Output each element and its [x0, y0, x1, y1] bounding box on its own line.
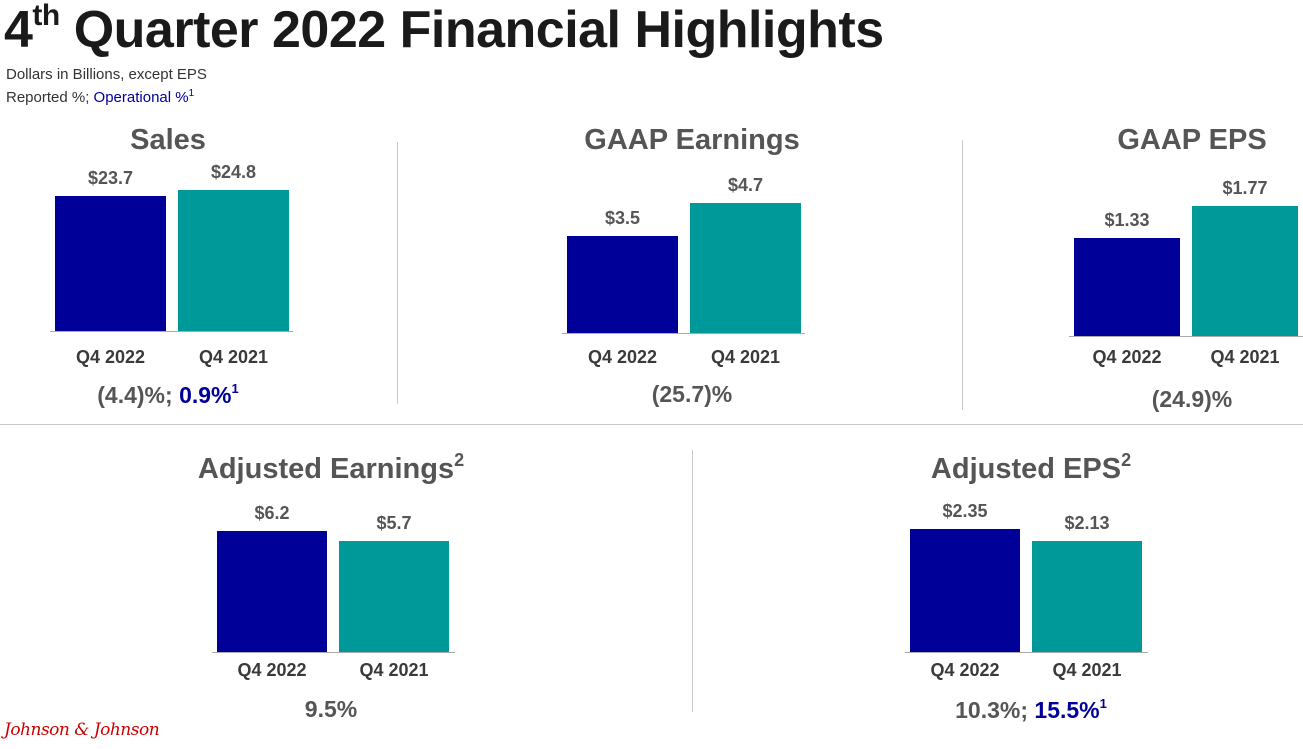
category-label: Q4 2022	[237, 660, 307, 680]
subtitle-legend: Reported %; Operational %1	[6, 88, 195, 106]
data-label: $2.35	[942, 501, 988, 521]
divider-vertical-2	[962, 140, 963, 410]
chart-title: GAAP EPS	[1117, 124, 1266, 157]
page-title: 4th Quarter 2022 Financial Highlights	[4, 0, 884, 59]
bar-q4-2021	[1032, 541, 1142, 652]
category-label: Q4 2022	[587, 347, 658, 367]
change-percent: (25.7)%	[652, 381, 733, 408]
change-percent: (4.4)%; 0.9%1	[97, 381, 238, 409]
reported-change: (4.4)%;	[97, 382, 180, 408]
axis-baseline	[50, 331, 293, 332]
axis-baseline	[1069, 336, 1303, 337]
data-label: $1.77	[1222, 178, 1268, 198]
subtitle-units: Dollars in Billions, except EPS	[6, 66, 207, 83]
chart-title-text: Sales	[130, 124, 206, 156]
chart-title: Adjusted Earnings2	[198, 450, 464, 486]
change-percent: 9.5%	[305, 696, 357, 723]
category-label: Q4 2021	[1210, 347, 1280, 367]
data-label: $6.2	[254, 503, 290, 523]
reported-change: (25.7)%	[651, 381, 733, 407]
bar-q4-2021	[690, 203, 801, 333]
data-label: $1.33	[1104, 210, 1150, 230]
bar-q4-2022	[1074, 238, 1180, 336]
bar-q4-2022	[217, 531, 327, 652]
bar-q4-2021	[178, 190, 289, 331]
chart-title-text: GAAP EPS	[1117, 124, 1267, 156]
bar-q4-2021	[1192, 206, 1298, 336]
bar-q4-2022	[910, 529, 1020, 652]
chart-title-text: Adjusted Earnings	[197, 453, 455, 485]
bar-q4-2021	[339, 541, 449, 652]
chart-title-text: Adjusted EPS	[930, 453, 1122, 485]
reported-change: 9.5%	[304, 696, 358, 722]
bar-q4-2022	[567, 236, 678, 333]
category-label: Q4 2021	[710, 347, 781, 367]
change-footnote: 1	[231, 381, 239, 396]
reported-change: 10.3%;	[955, 697, 1035, 723]
chart-title: Sales	[130, 124, 206, 157]
data-label: $4.7	[727, 175, 764, 195]
data-label: $24.8	[210, 162, 257, 182]
operational-change: 0.9%	[179, 382, 232, 408]
chart-title-footnote: 2	[1121, 450, 1132, 470]
bar-q4-2022	[55, 196, 166, 331]
category-label: Q4 2022	[1092, 347, 1162, 367]
company-logo: Johnson & Johnson	[4, 720, 160, 740]
data-label: $2.13	[1064, 513, 1110, 533]
reported-change: (24.9)%	[1151, 386, 1233, 412]
chart-title-footnote: 2	[454, 450, 465, 470]
data-label: $5.7	[376, 513, 412, 533]
chart-title-text: GAAP Earnings	[584, 124, 800, 156]
axis-baseline	[905, 652, 1148, 653]
divider-vertical-3	[692, 450, 693, 712]
chart-title: Adjusted EPS2	[931, 450, 1131, 486]
divider-vertical-1	[397, 142, 398, 404]
category-label: Q4 2021	[359, 660, 429, 680]
category-label: Q4 2021	[1052, 660, 1122, 680]
data-label: $3.5	[604, 208, 641, 228]
axis-baseline	[212, 652, 455, 653]
divider-horizontal	[0, 424, 1303, 425]
change-percent: 10.3%; 15.5%1	[955, 696, 1107, 724]
chart-title: GAAP Earnings	[584, 124, 799, 157]
category-label: Q4 2021	[198, 347, 269, 367]
change-percent: (24.9)%	[1152, 386, 1233, 413]
axis-baseline	[562, 333, 805, 334]
category-label: Q4 2022	[75, 347, 146, 367]
operational-change: 15.5%	[1034, 697, 1100, 723]
change-footnote: 1	[1099, 696, 1107, 711]
category-label: Q4 2022	[930, 660, 1000, 680]
data-label: $23.7	[87, 168, 134, 188]
